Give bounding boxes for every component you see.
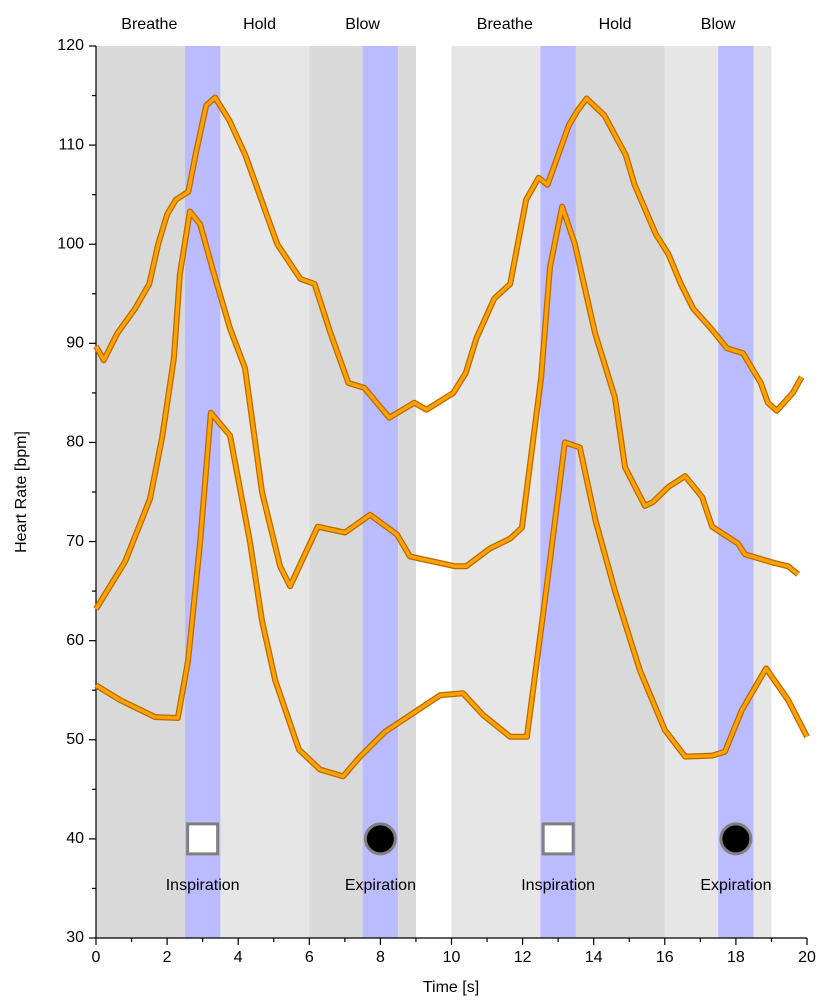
inspiration-marker: [186, 822, 220, 856]
y-tick-label: 120: [57, 37, 84, 54]
phase-band: [362, 46, 399, 938]
y-tick-label: 60: [66, 632, 84, 649]
phase-label: Breathe: [121, 16, 177, 33]
phase-label: Hold: [243, 16, 276, 33]
x-tick-label: 4: [234, 949, 243, 966]
line: [94, 95, 804, 420]
y-tick-label: 30: [66, 929, 84, 946]
x-tick-label: 14: [585, 949, 603, 966]
phase-label: Hold: [599, 16, 632, 33]
line: [94, 204, 800, 610]
expiration-marker: [719, 822, 753, 856]
expiration-marker: [363, 822, 397, 856]
y-tick-label: 90: [66, 335, 84, 352]
y-tick-label: 110: [58, 136, 84, 153]
y-tick-label: 100: [57, 235, 84, 252]
x-tick-label: 16: [656, 949, 674, 966]
phase-label: Blow: [701, 16, 736, 33]
x-tick-label: 10: [443, 949, 461, 966]
x-tick-label: 2: [163, 949, 172, 966]
line: [95, 410, 809, 779]
x-tick-label: 0: [92, 949, 101, 966]
phase-band: [309, 46, 363, 938]
phase-label: Breathe: [477, 16, 533, 33]
phase-band: [753, 46, 772, 938]
phase-band: [398, 46, 416, 938]
marker-label: Expiration: [700, 877, 771, 894]
y-tick-label: 40: [66, 830, 84, 847]
x-axis-label: Time [s]: [423, 979, 479, 996]
y-tick-label: 50: [66, 731, 84, 748]
marker-label: Inspiration: [166, 877, 240, 894]
marker-label: Expiration: [345, 877, 416, 894]
x-tick-label: 20: [798, 949, 816, 966]
x-tick-label: 6: [305, 949, 314, 966]
phase-band: [718, 46, 754, 938]
x-tick-label: 8: [376, 949, 385, 966]
inspiration-marker: [541, 822, 575, 856]
phase-band: [96, 46, 185, 938]
x-tick-label: 18: [727, 949, 745, 966]
x-tick-label: 12: [514, 949, 532, 966]
y-tick-label: 80: [66, 434, 84, 451]
phase-band: [664, 46, 719, 938]
phase-label: Blow: [345, 16, 380, 33]
y-axis-label: Heart Rate [bpm]: [13, 431, 30, 553]
marker-label: Inspiration: [521, 877, 595, 894]
y-tick-label: 70: [66, 533, 84, 550]
